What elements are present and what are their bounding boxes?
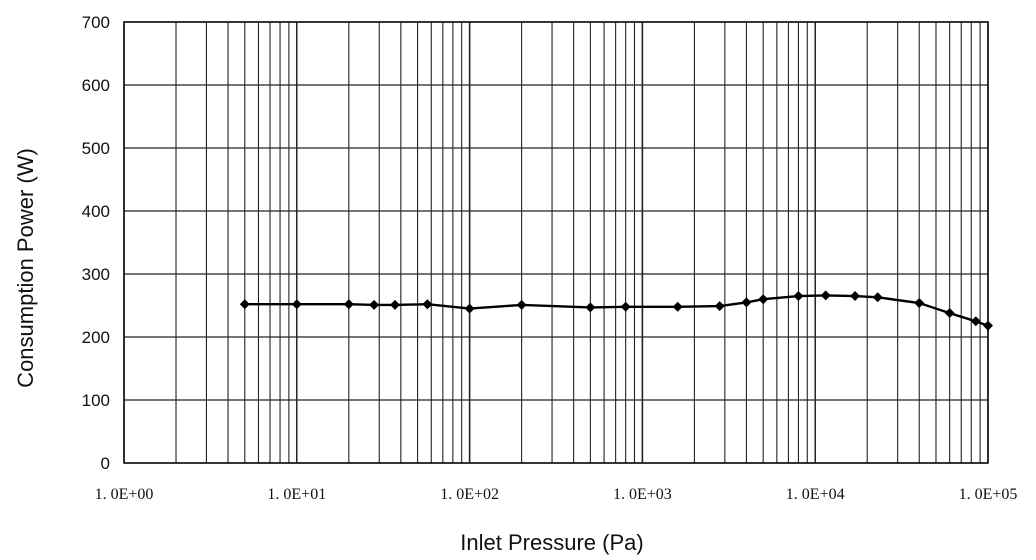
plot-series (239, 290, 993, 331)
plot-frame (123, 21, 989, 464)
data-point (983, 320, 993, 331)
grid (123, 21, 989, 464)
y-tick-label: 300 (82, 265, 110, 284)
x-axis-label: Inlet Pressure (Pa) (460, 530, 643, 555)
data-point (944, 308, 955, 319)
y-tick-label: 200 (82, 328, 110, 347)
x-tick-label: 1. 0E+00 (95, 486, 154, 503)
y-tick-labels: 0 100 200 300 400 500 600 700 (82, 13, 110, 473)
data-point (516, 299, 527, 310)
data-point (672, 301, 683, 312)
y-tick-label: 700 (82, 13, 110, 32)
data-point (872, 292, 883, 303)
data-point (714, 301, 725, 312)
x-tick-label: 1. 0E+03 (613, 486, 672, 503)
data-point (850, 291, 861, 302)
x-tick-label: 1. 0E+04 (786, 486, 845, 503)
data-point (291, 299, 302, 310)
data-point (914, 297, 925, 308)
data-point (464, 303, 475, 314)
data-point (741, 297, 752, 308)
series-line (244, 294, 989, 327)
y-tick-label: 0 (101, 454, 110, 473)
data-point (343, 299, 354, 310)
data-point (585, 302, 596, 313)
data-point (239, 299, 250, 310)
y-tick-label: 400 (82, 202, 110, 221)
y-tick-label: 500 (82, 139, 110, 158)
data-point (389, 299, 400, 310)
y-tick-label: 100 (82, 391, 110, 410)
data-point (793, 291, 804, 302)
x-tick-label: 1. 0E+05 (959, 486, 1018, 503)
x-tick-label: 1. 0E+01 (267, 486, 326, 503)
y-axis-label: Consumption Power (W) (13, 148, 38, 388)
data-point (758, 294, 769, 305)
data-point (820, 290, 831, 301)
data-point (970, 316, 981, 327)
data-point (620, 301, 631, 312)
y-tick-label: 600 (82, 76, 110, 95)
x-tick-label: 1. 0E+02 (440, 486, 499, 503)
data-point (422, 299, 433, 310)
data-point (369, 299, 380, 310)
x-tick-labels: 1. 0E+00 1. 0E+01 1. 0E+02 1. 0E+03 1. 0E+04… (95, 486, 1018, 503)
